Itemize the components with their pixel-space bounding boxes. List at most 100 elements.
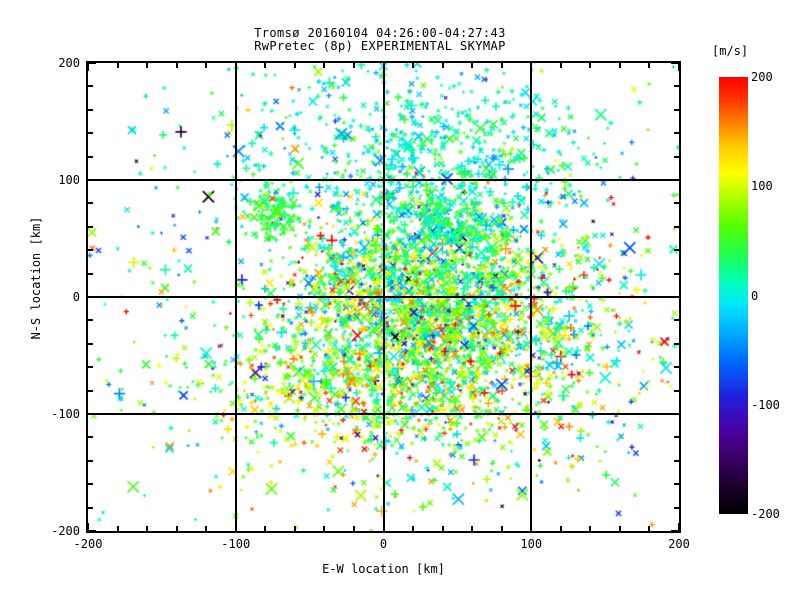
x-tick-top — [412, 63, 415, 68]
x-tick-bottom — [323, 526, 326, 531]
x-tick-bottom — [500, 526, 503, 531]
x-tick-top — [441, 63, 444, 68]
x-tick-bottom — [234, 523, 237, 531]
y-tick-left — [88, 459, 93, 462]
title-line-1: Tromsø 20160104 04:26:00-04:27:43 — [254, 26, 506, 40]
x-tick-bottom — [589, 526, 592, 531]
y-tick-left — [88, 108, 93, 111]
gridline-horizontal — [88, 296, 679, 298]
x-tick-bottom — [175, 526, 178, 531]
y-tick-left — [88, 62, 96, 64]
y-tick-left — [88, 342, 93, 345]
x-tick-bottom — [293, 526, 296, 531]
y-tick-left — [88, 272, 93, 275]
y-tick-left — [88, 530, 96, 532]
x-tick-bottom — [530, 523, 533, 531]
y-tick-right — [671, 530, 679, 532]
y-tick-label: -200 — [51, 524, 80, 538]
y-tick-right — [671, 179, 679, 181]
x-tick-top — [234, 63, 237, 71]
y-tick-left — [88, 506, 93, 509]
x-tick-label: 200 — [668, 537, 690, 551]
x-tick-top — [589, 63, 592, 68]
y-tick-right — [674, 342, 679, 345]
x-axis-label: E-W location [km] — [322, 562, 445, 576]
y-tick-label: -100 — [51, 407, 80, 421]
y-tick-right — [674, 108, 679, 111]
colorbar — [719, 77, 748, 514]
y-tick-label: 100 — [58, 173, 80, 187]
y-tick-right — [674, 506, 679, 509]
x-tick-label: -100 — [221, 537, 251, 551]
y-tick-left — [88, 155, 93, 158]
y-tick-left — [88, 483, 93, 486]
x-tick-bottom — [87, 523, 89, 531]
y-tick-left — [88, 296, 96, 298]
y-tick-left — [88, 202, 93, 205]
x-tick-bottom — [471, 526, 474, 531]
x-tick-top — [323, 63, 326, 68]
x-tick-label: -200 — [73, 537, 103, 551]
y-tick-left — [88, 366, 93, 369]
y-tick-right — [674, 483, 679, 486]
x-tick-top — [530, 63, 533, 71]
x-tick-label: 100 — [520, 537, 543, 551]
y-tick-right — [674, 85, 679, 88]
figure-title: Tromsø 20160104 04:26:00-04:27:43 RwPret… — [0, 27, 760, 53]
y-tick-right — [674, 132, 679, 135]
colorbar-tick-label: 200 — [751, 70, 773, 84]
x-tick-bottom — [264, 526, 267, 531]
y-tick-right — [674, 225, 679, 228]
x-tick-top — [175, 63, 178, 68]
y-tick-left — [88, 413, 96, 415]
x-tick-top — [559, 63, 562, 68]
colorbar-tick-label: 0 — [751, 288, 759, 303]
gridline-horizontal — [88, 179, 679, 181]
x-tick-top — [618, 63, 621, 68]
y-tick-left — [88, 225, 93, 228]
x-tick-bottom — [205, 526, 208, 531]
colorbar-gradient — [719, 77, 748, 514]
x-tick-top — [205, 63, 208, 68]
y-tick-left — [88, 85, 93, 88]
x-tick-bottom — [618, 526, 621, 531]
colorbar-tick-label: -100 — [751, 397, 780, 412]
x-tick-top — [87, 63, 89, 71]
colorbar-tick-label: -200 — [751, 507, 780, 521]
x-tick-bottom — [678, 523, 680, 531]
y-tick-right — [674, 389, 679, 392]
y-tick-left — [88, 249, 93, 252]
y-tick-left — [88, 389, 93, 392]
x-tick-top — [116, 63, 119, 68]
x-tick-bottom — [116, 526, 119, 531]
y-tick-right — [674, 319, 679, 322]
y-tick-right — [674, 366, 679, 369]
x-tick-top — [352, 63, 355, 68]
y-tick-label: 200 — [58, 56, 80, 70]
x-tick-top — [264, 63, 267, 68]
x-tick-bottom — [382, 523, 385, 531]
x-tick-bottom — [352, 526, 355, 531]
skymap-plot-area — [86, 61, 681, 533]
x-tick-bottom — [648, 526, 651, 531]
x-tick-top — [382, 63, 385, 71]
y-tick-right — [674, 249, 679, 252]
y-tick-right — [671, 413, 679, 415]
colorbar-tick-label: 100 — [751, 179, 773, 194]
y-tick-left — [88, 179, 96, 181]
y-axis-label: N-S location [km] — [29, 216, 43, 340]
x-tick-bottom — [412, 526, 415, 531]
x-tick-label: 0 — [379, 537, 388, 551]
gridline-horizontal — [88, 413, 679, 415]
x-tick-bottom — [559, 526, 562, 531]
x-tick-bottom — [441, 526, 444, 531]
y-tick-left — [88, 319, 93, 322]
x-tick-bottom — [146, 526, 149, 531]
x-tick-top — [500, 63, 503, 68]
y-tick-right — [674, 202, 679, 205]
y-tick-right — [674, 155, 679, 158]
x-tick-top — [678, 63, 680, 71]
y-tick-right — [671, 296, 679, 298]
y-tick-label: 0 — [72, 290, 80, 304]
colorbar-unit-label: [m/s] — [712, 44, 749, 58]
